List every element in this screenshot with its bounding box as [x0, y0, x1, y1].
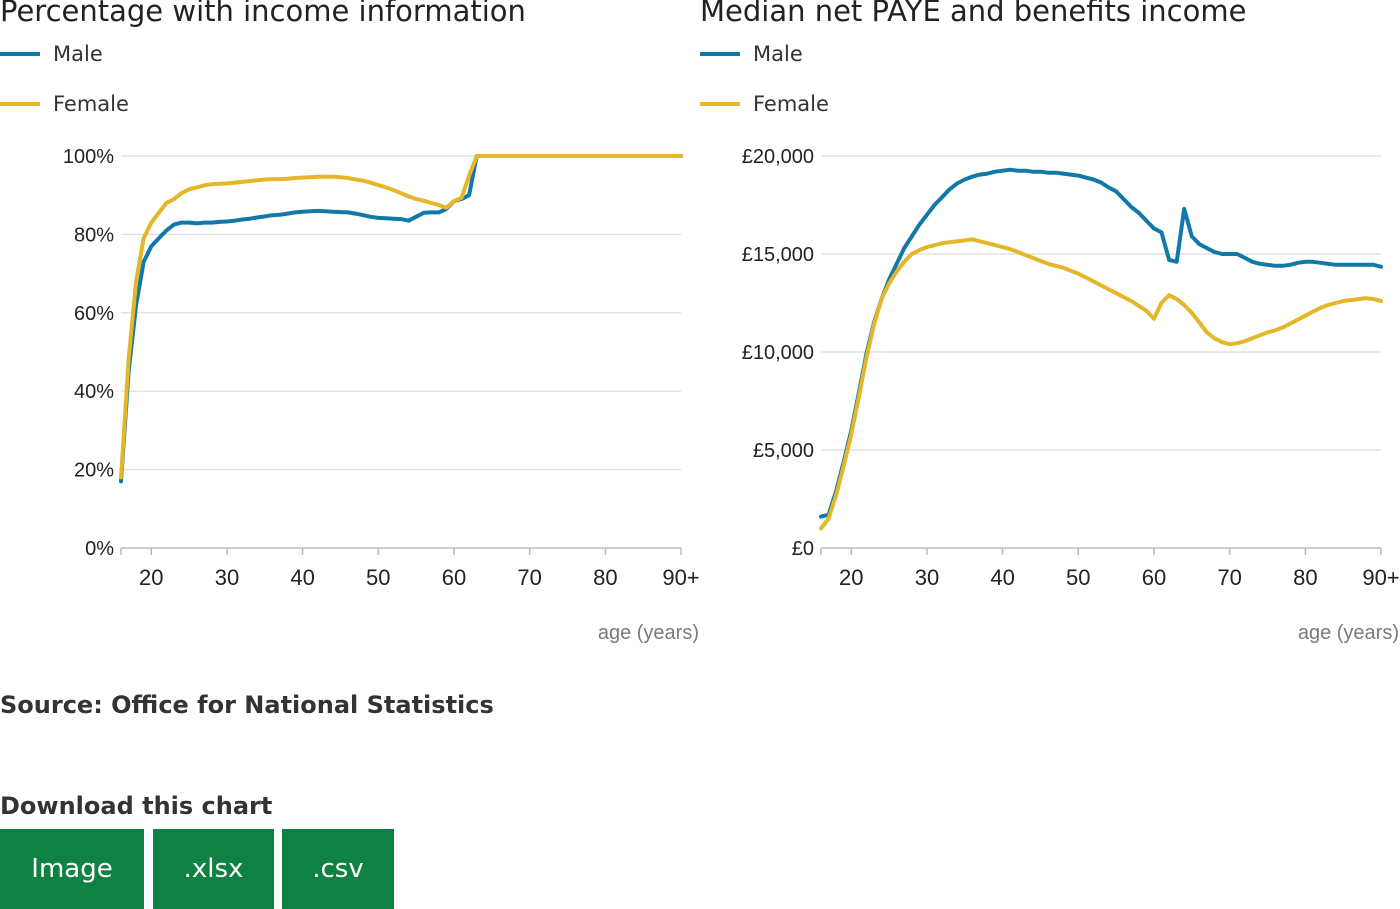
line-chart-median-income: £0 £5,000 £10,000 £15,000 £20,000 20 30 40 50 60 7… — [742, 146, 1400, 644]
series-line-female — [819, 237, 1383, 531]
x-tick-label: 20 — [139, 565, 163, 590]
download-heading: Download this chart — [0, 792, 273, 820]
legend-swatch-male — [700, 52, 740, 56]
legend-label-female: Female — [753, 92, 829, 116]
x-tick-label: 70 — [1217, 565, 1241, 590]
x-tick-label: 70 — [517, 565, 541, 590]
x-tick-label: 30 — [215, 565, 239, 590]
download-csv-button[interactable]: .csv — [282, 829, 394, 909]
line-chart-percentage: 0% 20% 40% 60% 80% 100% 20 30 40 50 60 70 80 90+ age (… — [63, 146, 700, 644]
source-note: Source: Office for National Statistics — [0, 691, 494, 719]
x-tick-label: 30 — [915, 565, 939, 590]
y-tick-label: 0% — [85, 538, 114, 560]
series-line-female — [119, 154, 683, 480]
chart-title: Median net PAYE and benefits income — [700, 0, 1247, 28]
y-tick-label: £10,000 — [742, 342, 814, 364]
y-tick-label: 80% — [74, 224, 114, 246]
y-tick-label: £0 — [792, 538, 814, 560]
download-image-button[interactable]: Image — [0, 829, 144, 909]
legend-item-female: Female — [0, 92, 129, 116]
legend-swatch-female — [700, 102, 740, 106]
download-xlsx-button[interactable]: .xlsx — [153, 829, 274, 909]
y-tick-label: £20,000 — [742, 146, 814, 168]
x-tick-label: 80 — [593, 565, 617, 590]
series-line-male — [119, 154, 683, 484]
x-tick-label: 40 — [290, 565, 314, 590]
legend-item-male: Male — [700, 42, 803, 66]
chart-panel-median-income: Median net PAYE and benefits income Male… — [700, 0, 1400, 650]
x-tick-label: 80 — [1293, 565, 1317, 590]
y-tick-label: 100% — [63, 146, 114, 168]
x-tick-label: 40 — [990, 565, 1014, 590]
x-tick-label: 20 — [839, 565, 863, 590]
legend-label-female: Female — [53, 92, 129, 116]
legend-label-male: Male — [753, 42, 803, 66]
x-tick-label: 90+ — [662, 565, 699, 590]
x-tick-label: 50 — [1066, 565, 1090, 590]
x-axis-label: age (years) — [598, 622, 699, 644]
x-axis-label: age (years) — [1298, 622, 1399, 644]
x-tick-label: 50 — [366, 565, 390, 590]
x-tick-label: 60 — [1142, 565, 1166, 590]
y-tick-label: £5,000 — [753, 440, 814, 462]
legend-swatch-male — [0, 52, 40, 56]
legend-label-male: Male — [53, 42, 103, 66]
y-tick-label: 20% — [74, 460, 114, 482]
chart-panel-income-information: Percentage with income information Male … — [0, 0, 700, 650]
legend-item-male: Male — [0, 42, 103, 66]
x-tick-label: 60 — [442, 565, 466, 590]
series-line-male — [819, 167, 1383, 519]
y-tick-label: 40% — [74, 381, 114, 403]
x-tick-label: 90+ — [1362, 565, 1399, 590]
y-tick-label: £15,000 — [742, 244, 814, 266]
chart-title: Percentage with income information — [0, 0, 526, 28]
legend-swatch-female — [0, 102, 40, 106]
legend-item-female: Female — [700, 92, 829, 116]
y-tick-label: 60% — [74, 303, 114, 325]
